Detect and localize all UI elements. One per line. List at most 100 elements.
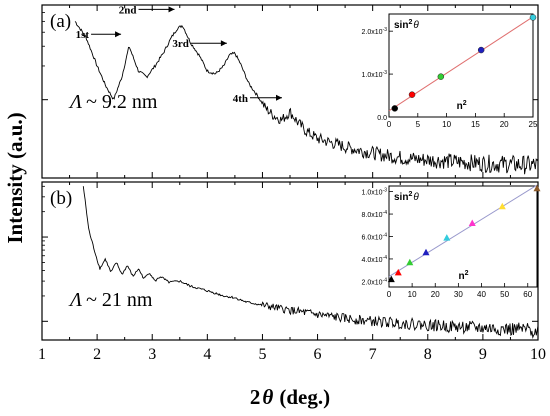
peak-label: 1st	[76, 29, 90, 41]
inset-y-tick-label: 6.0x10-4	[362, 233, 388, 242]
inset-data-point	[394, 268, 402, 276]
inset-y-tick-label: 2.0x10-3	[362, 27, 388, 36]
inset-x-label-exp: 2	[463, 100, 467, 107]
inset-fit-line	[388, 184, 538, 278]
inset-data-point	[422, 248, 430, 256]
inset-y-tick-mantissa: 4.0x10	[362, 257, 383, 264]
peak-arrow-head	[168, 6, 175, 13]
x-tick-label: 8	[424, 346, 432, 363]
x-axis-label-unit: (deg.)	[279, 385, 330, 409]
inset-x-label-exp: 2	[465, 270, 469, 277]
peak-label: 4th	[233, 93, 248, 105]
inset-data-point	[468, 219, 476, 227]
inset-y-label-symbol: θ	[413, 20, 419, 31]
inset-x-tick-label: 30	[454, 290, 463, 299]
inset-y-tick-exponent: -4	[383, 277, 388, 283]
inset-x-tick-label: 15	[471, 120, 480, 129]
data-line	[74, 21, 539, 175]
inset-y-label: sin2θ	[394, 19, 419, 31]
inset-y-tick-mantissa: 8.0x10	[362, 212, 383, 219]
inset-x-tick-label: 20	[431, 290, 440, 299]
inset-y-tick-mantissa: 2.0x10	[362, 279, 383, 286]
inset-data-point	[529, 14, 537, 21]
inset-data-point	[387, 275, 395, 283]
inset-data-point	[437, 73, 445, 80]
panel-b: 1 2 3 4 5 6 7 8 9 10 (b) Λ ~ 21 nm 0 10 20 30 40 50 60 2.0x1…	[38, 181, 546, 363]
x-axis-label-symbol: θ	[262, 385, 273, 409]
inset-y-tick-label: 0.0	[377, 115, 387, 122]
period-symbol: Λ	[68, 91, 82, 113]
inset-chart: 0 10 20 30 40 50 602.0x10-44.0x10-46.0x10-48.0…	[362, 184, 541, 299]
panel-label: (b)	[50, 188, 72, 209]
inset-y-tick-exponent: -3	[383, 188, 388, 194]
inset-y-label: sin2θ	[394, 191, 419, 203]
x-tick-label: 1	[38, 346, 46, 363]
inset-x-tick-label: 25	[529, 120, 538, 129]
inset-frame	[388, 185, 538, 288]
inset-data-point	[408, 91, 416, 98]
inset-data-point	[533, 184, 541, 192]
inset-frame	[388, 13, 534, 118]
period-value: ~ 9.2 nm	[86, 91, 158, 113]
inset-y-tick-mantissa: 2.0x10	[362, 29, 383, 36]
peak-label: 2nd	[119, 4, 137, 16]
inset-y-tick-exponent: -4	[383, 233, 388, 239]
inset-data-point	[391, 105, 399, 112]
period-symbol: Λ	[68, 289, 82, 311]
x-axis-label: 2θ (deg.)	[250, 385, 330, 409]
inset-y-tick-label: 4.0x10-4	[362, 255, 388, 264]
x-tick-label: 9	[479, 346, 487, 363]
x-tick-label: 4	[203, 346, 211, 363]
inset-y-tick-label: 2.0x10-4	[362, 277, 388, 286]
peak-arrow-head	[220, 40, 227, 47]
inset-x-tick-label: 0	[387, 120, 392, 129]
inset-x-tick-label: 0	[387, 290, 392, 299]
inset-y-label-base: sin	[394, 20, 408, 31]
inset-x-tick-label: 40	[477, 290, 486, 299]
inset-x-label-base: n	[457, 101, 463, 112]
x-tick-label: 6	[314, 346, 322, 363]
data-line	[82, 186, 539, 339]
inset-y-tick-exponent: -4	[383, 210, 388, 216]
inset-y-label-symbol: θ	[413, 192, 419, 203]
peak-label: 3rd	[172, 38, 189, 50]
inset-y-label-exp: 2	[408, 191, 412, 198]
inset-y-tick-exponent: -4	[383, 255, 388, 261]
x-tick-label: 10	[530, 346, 546, 363]
inset-y-tick-mantissa: 6.0x10	[362, 235, 383, 242]
inset-data-point	[443, 234, 451, 241]
inset-y-tick-label: 1.0x10-3	[362, 70, 388, 79]
inset-x-label-base: n	[459, 271, 465, 282]
inset-y-tick-exponent: -3	[383, 70, 388, 76]
inset-x-tick-label: 60	[523, 290, 532, 299]
panel-a: (a) Λ ~ 9.2 nm 1st 2nd 3rd 4th 0 5 10 15 20 25 0.0 1.0…	[41, 4, 539, 179]
inset-data-point	[477, 46, 485, 54]
inset-y-tick-mantissa: 1.0x10	[362, 190, 383, 197]
panel-label: (a)	[50, 11, 71, 32]
inset-x-tick-label: 10	[408, 290, 417, 299]
inset-y-tick-mantissa: 1.0x10	[362, 72, 383, 79]
x-tick-label: 3	[148, 346, 156, 363]
x-axis-label-main: 2	[250, 385, 261, 409]
period-annotation: Λ ~ 21 nm	[68, 289, 153, 311]
x-tick-label: 7	[369, 346, 377, 363]
inset-x-label: n2	[457, 100, 467, 112]
inset-data-point	[498, 202, 506, 210]
x-tick-label: 2	[93, 346, 101, 363]
inset-y-label-base: sin	[394, 192, 408, 203]
period-value: ~ 21 nm	[86, 289, 153, 311]
inset-y-tick-exponent: -3	[383, 27, 388, 33]
inset-x-tick-label: 20	[500, 120, 509, 129]
inset-y-tick-label: 1.0x10-3	[362, 188, 388, 197]
inset-y-tick-mantissa: 0.0	[377, 115, 387, 122]
inset-x-tick-label: 10	[442, 120, 451, 129]
peak-arrow-head	[115, 31, 122, 38]
inset-y-tick-label: 8.0x10-4	[362, 210, 388, 219]
period-annotation: Λ ~ 9.2 nm	[68, 91, 158, 113]
inset-data-point	[406, 258, 414, 266]
peak-arrow-head	[276, 94, 282, 101]
y-axis-label: Intensity (a.u.)	[3, 112, 27, 243]
inset-x-label: n2	[459, 270, 469, 282]
